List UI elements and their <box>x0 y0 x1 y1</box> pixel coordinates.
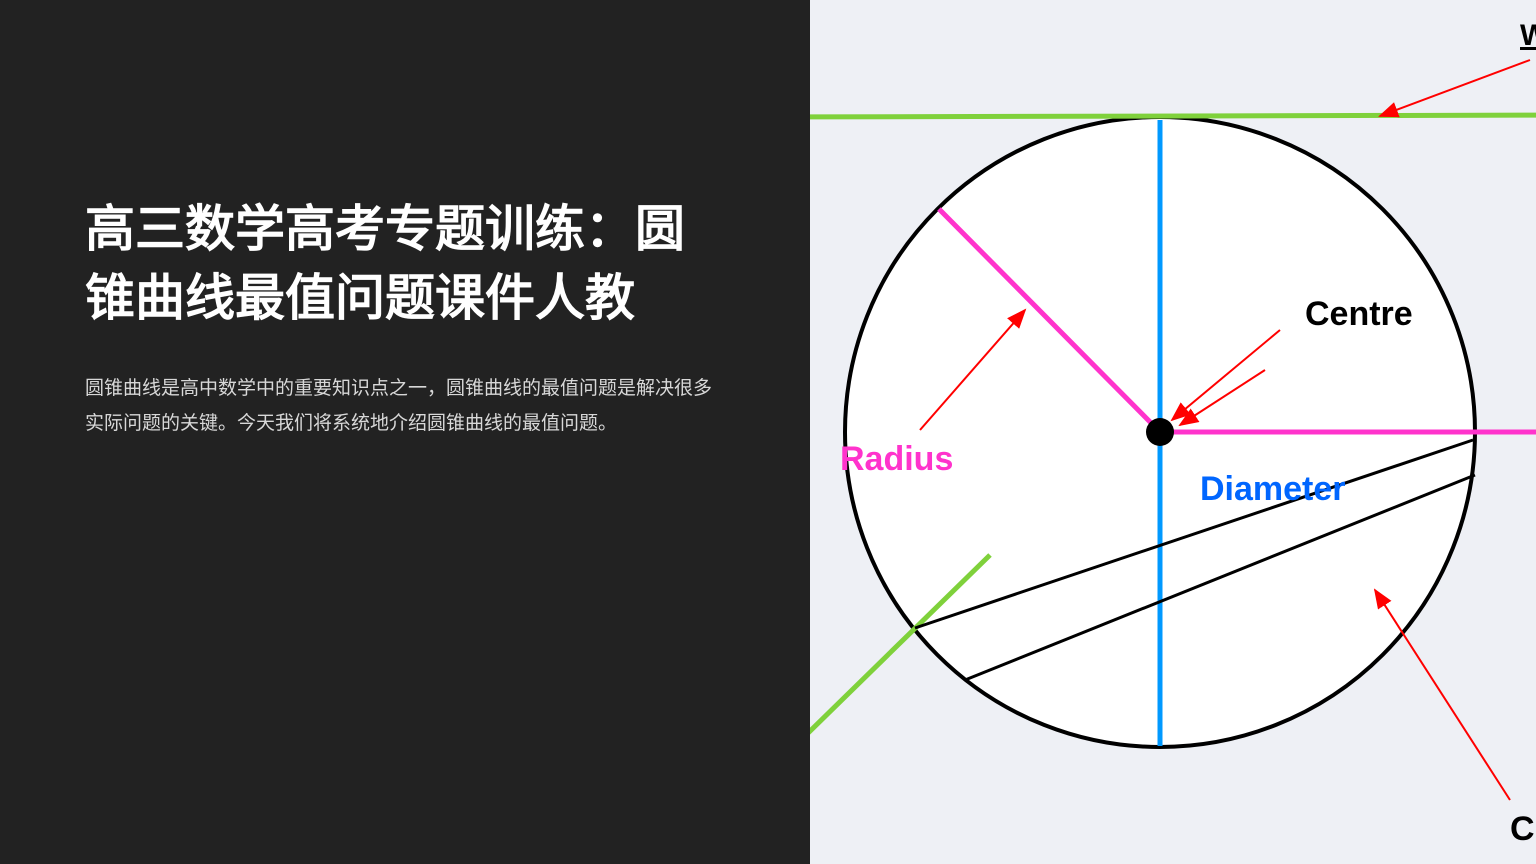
slide: 高三数学高考专题训练：圆锥曲线最值问题课件人教 圆锥曲线是高中数学中的重要知识点… <box>0 0 1536 864</box>
centre-dot <box>1146 418 1174 446</box>
arrow-to-tangent <box>1380 60 1530 116</box>
tangent-line-top <box>810 115 1536 117</box>
slide-subtitle: 圆锥曲线是高中数学中的重要知识点之一，圆锥曲线的最值问题是解决很多实际问题的关键… <box>85 371 725 441</box>
right-panel: Centre Radius Diameter Ch W <box>810 0 1536 864</box>
slide-title: 高三数学高考专题训练：圆锥曲线最值问题课件人教 <box>85 195 725 333</box>
label-diameter: Diameter <box>1200 470 1346 508</box>
label-centre: Centre <box>1305 295 1413 333</box>
circle-diagram: Centre Radius Diameter Ch W <box>810 0 1536 864</box>
label-w: W <box>1520 19 1536 52</box>
left-panel: 高三数学高考专题训练：圆锥曲线最值问题课件人教 圆锥曲线是高中数学中的重要知识点… <box>0 0 810 864</box>
label-chord: Ch <box>1510 810 1536 848</box>
text-block: 高三数学高考专题训练：圆锥曲线最值问题课件人教 圆锥曲线是高中数学中的重要知识点… <box>85 195 725 441</box>
arrow-to-chord <box>1375 590 1510 800</box>
label-radius: Radius <box>840 440 953 478</box>
